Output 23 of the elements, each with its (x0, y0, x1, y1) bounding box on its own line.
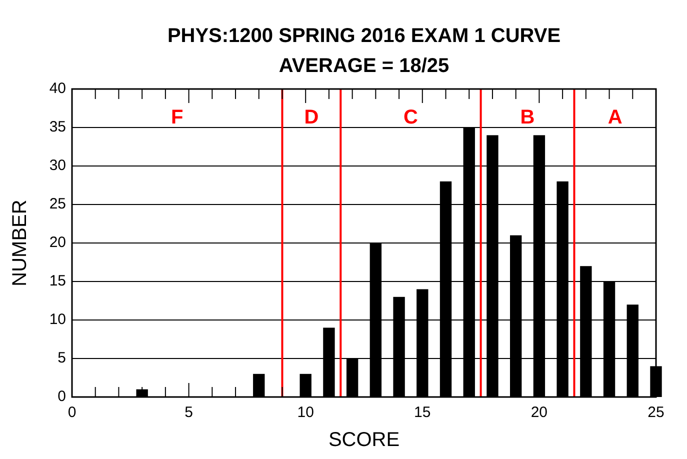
annotation: C (403, 106, 418, 128)
y-tick-label: 40 (49, 80, 66, 97)
annotation: B (520, 106, 535, 128)
x-axis-title: SCORE (328, 429, 400, 451)
y-tick-label: 15 (49, 272, 66, 290)
x-tick-label: 20 (530, 404, 548, 421)
x-tick-label: 25 (648, 404, 664, 421)
y-tick-label: 0 (58, 388, 66, 405)
annotation: D (304, 106, 319, 128)
x-tick-label: 5 (184, 404, 193, 421)
y-tick-label: 30 (49, 156, 66, 174)
y-tick-label: 10 (49, 310, 66, 328)
annotation: F (171, 106, 184, 128)
y-tick-label: 5 (58, 349, 66, 366)
x-tick-label: 10 (297, 404, 314, 421)
chart-subtitle: AVERAGE = 18/25 (278, 55, 450, 77)
y-tick-label: 35 (49, 118, 66, 136)
y-tick-label: 20 (49, 234, 66, 251)
chart-title: PHYS:1200 SPRING 2016 EXAM 1 CURVE (167, 25, 561, 47)
annotation: A (608, 106, 622, 128)
y-axis-title: NUMBER (9, 200, 31, 286)
y-tick-label: 25 (49, 195, 66, 212)
x-tick-label: 15 (414, 404, 431, 421)
